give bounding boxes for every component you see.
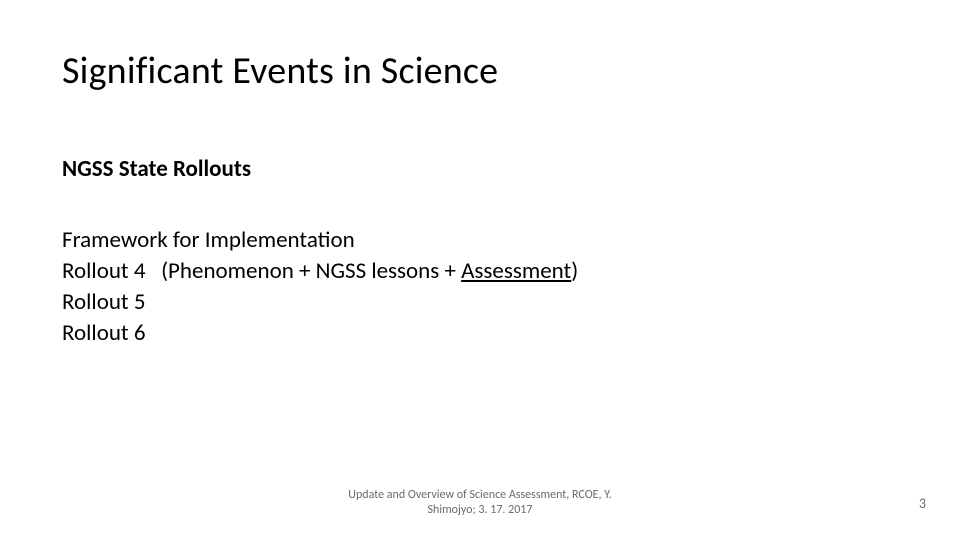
body-line-4: Rollout 6 (62, 318, 578, 349)
slide-body: Framework for Implementation Rollout 4 (… (62, 225, 578, 349)
slide-footer: Update and Overview of Science Assessmen… (0, 488, 960, 518)
footer-line-2: Shimojyo; 3. 17. 2017 (0, 503, 960, 518)
slide: Significant Events in Science NGSS State… (0, 0, 960, 540)
body-line-2-underlined: Assessment (461, 257, 571, 285)
slide-subtitle: NGSS State Rollouts (62, 155, 251, 183)
body-line-2-prefix: Rollout 4 (Phenomenon + NGSS lessons + (62, 257, 461, 285)
body-line-2-suffix: ) (571, 257, 578, 285)
body-line-1: Framework for Implementation (62, 225, 578, 256)
slide-title: Significant Events in Science (62, 48, 498, 94)
footer-line-1: Update and Overview of Science Assessmen… (0, 488, 960, 503)
body-line-2: Rollout 4 (Phenomenon + NGSS lessons + A… (62, 256, 578, 287)
page-number: 3 (919, 495, 926, 512)
body-line-3: Rollout 5 (62, 287, 578, 318)
